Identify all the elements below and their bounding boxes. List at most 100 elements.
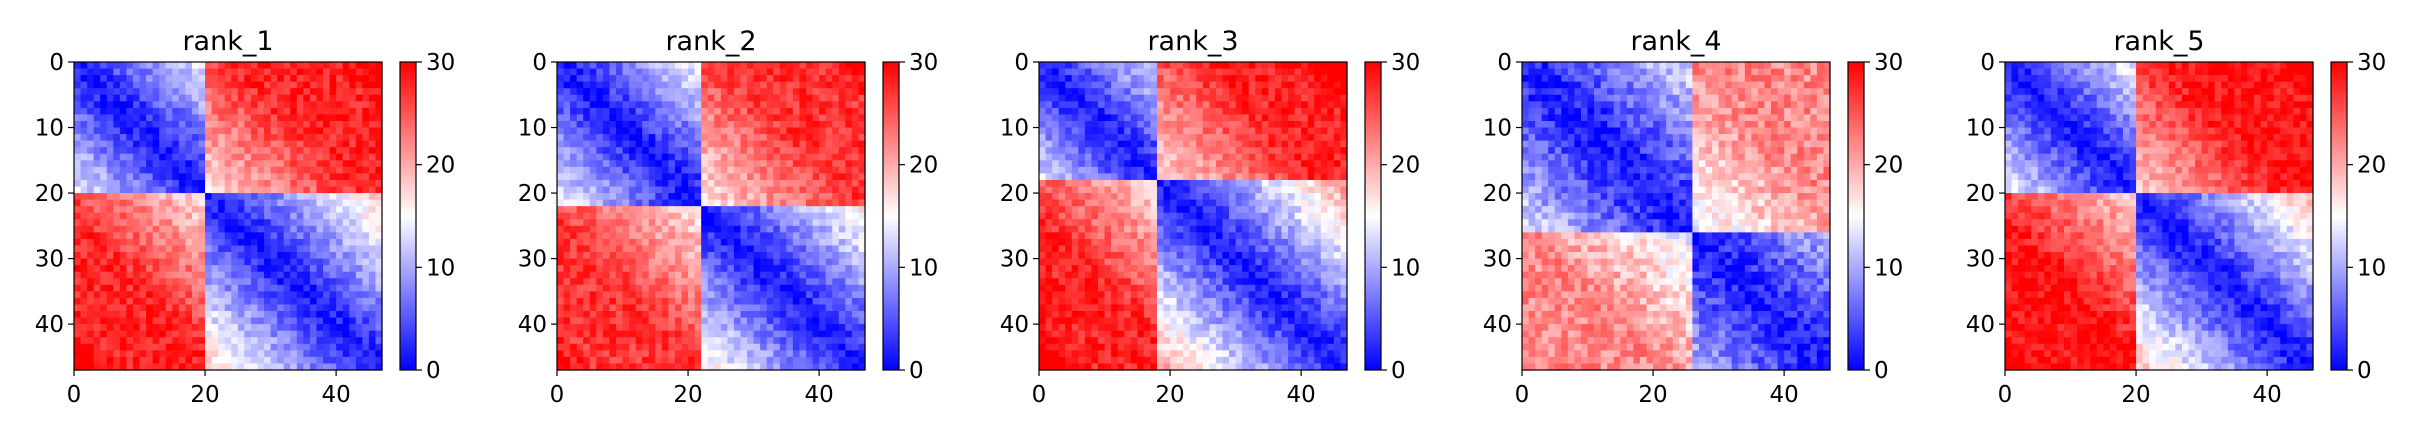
heatmap-cell <box>1281 81 1289 89</box>
heatmap-cell <box>760 206 768 214</box>
heatmap-cell <box>668 311 676 319</box>
heatmap-cell <box>589 356 597 365</box>
heatmap-cell <box>635 291 643 299</box>
heatmap-cell <box>231 238 239 247</box>
heatmap-cell <box>1143 62 1151 70</box>
heatmap-cell <box>570 88 578 96</box>
heatmap-cell <box>152 232 160 240</box>
heatmap-cell <box>576 225 584 233</box>
heatmap-cell <box>303 193 311 201</box>
heatmap-cell <box>688 101 696 109</box>
heatmap-cell <box>714 238 722 247</box>
heatmap-cell <box>570 271 578 279</box>
heatmap-cell <box>766 343 774 351</box>
heatmap-cell <box>231 271 239 279</box>
heatmap-cell <box>1156 114 1165 122</box>
heatmap-cell <box>1235 88 1243 96</box>
heatmap-cell <box>159 284 167 292</box>
heatmap-cell <box>323 212 331 220</box>
heatmap-cell <box>615 232 624 240</box>
heatmap-cell <box>681 363 689 371</box>
heatmap-cell <box>165 317 173 325</box>
heatmap-cell <box>851 232 860 240</box>
heatmap-cell <box>100 232 108 240</box>
heatmap-cell <box>838 278 846 286</box>
heatmap-cell <box>589 179 597 188</box>
heatmap-cell <box>185 245 193 253</box>
heatmap-cell <box>270 140 278 148</box>
heatmap-cell <box>342 297 350 306</box>
heatmap-cell <box>642 245 650 253</box>
heatmap-cell <box>858 356 866 365</box>
heatmap-cell <box>557 324 565 332</box>
heatmap-cell <box>1091 75 1099 83</box>
heatmap-cell <box>113 317 121 325</box>
heatmap-cell <box>563 225 571 233</box>
heatmap-cell <box>642 284 650 292</box>
heatmap-cell <box>93 252 101 260</box>
heatmap-cell <box>126 166 134 174</box>
heatmap-cell <box>714 101 722 109</box>
heatmap-cell <box>786 107 794 116</box>
heatmap-cell <box>87 68 95 76</box>
heatmap-cell <box>146 291 154 299</box>
heatmap-cell <box>845 350 853 358</box>
heatmap-cell <box>747 127 755 135</box>
heatmap-cell <box>126 238 134 247</box>
heatmap-cell <box>576 160 584 168</box>
heatmap-cell <box>766 88 774 96</box>
heatmap-cell <box>609 107 617 116</box>
heatmap-cell <box>264 252 272 260</box>
heatmap-cell <box>152 75 160 83</box>
heatmap-cell <box>799 291 807 299</box>
heatmap-cell <box>747 68 755 76</box>
heatmap-cell <box>132 199 141 207</box>
heatmap-cell <box>146 304 154 312</box>
heatmap-cell <box>589 127 597 135</box>
heatmap-cell <box>1039 120 1047 129</box>
heatmap-cell <box>733 166 742 174</box>
heatmap-cell <box>93 343 101 351</box>
heatmap-cell <box>342 284 350 292</box>
heatmap-cell <box>674 284 683 292</box>
heatmap-cell <box>178 252 186 260</box>
heatmap-cell <box>701 62 709 70</box>
heatmap-cell <box>1150 94 1158 102</box>
heatmap-cell <box>198 166 206 174</box>
heatmap-cell <box>211 258 219 266</box>
heatmap-cell <box>851 304 860 312</box>
heatmap-cell <box>132 186 141 194</box>
heatmap-cell <box>1288 88 1296 96</box>
heatmap-cell <box>218 114 226 122</box>
panel-title: rank_3 <box>1147 26 1238 57</box>
heatmap-cell <box>583 337 591 345</box>
heatmap-cell <box>244 120 252 129</box>
heatmap-cell <box>152 363 160 371</box>
heatmap-cell <box>557 193 565 201</box>
heatmap-cell <box>132 206 141 214</box>
heatmap-cell <box>224 140 232 148</box>
heatmap-cell <box>1130 62 1138 70</box>
heatmap-cell <box>342 75 350 83</box>
heatmap-cell <box>74 330 82 338</box>
heatmap-cell <box>602 186 611 194</box>
heatmap-cell <box>609 337 617 345</box>
heatmap-cell <box>303 324 311 332</box>
heatmap-cell <box>661 193 669 201</box>
heatmap-cell <box>172 317 180 325</box>
heatmap-cell <box>622 238 630 247</box>
heatmap-cell <box>362 199 370 207</box>
heatmap-cell <box>368 193 377 201</box>
heatmap-cell <box>576 88 584 96</box>
heatmap-cell <box>316 179 324 188</box>
heatmap-cell <box>760 258 768 266</box>
heatmap-cell <box>375 101 383 109</box>
heatmap-cell <box>355 258 363 266</box>
heatmap-cell <box>642 297 650 306</box>
heatmap-cell <box>740 75 748 83</box>
heatmap-cell <box>701 238 709 247</box>
heatmap-cell <box>1307 107 1315 116</box>
heatmap-cell <box>1117 120 1125 129</box>
heatmap-cell <box>244 337 252 345</box>
heatmap-cell <box>655 258 663 266</box>
